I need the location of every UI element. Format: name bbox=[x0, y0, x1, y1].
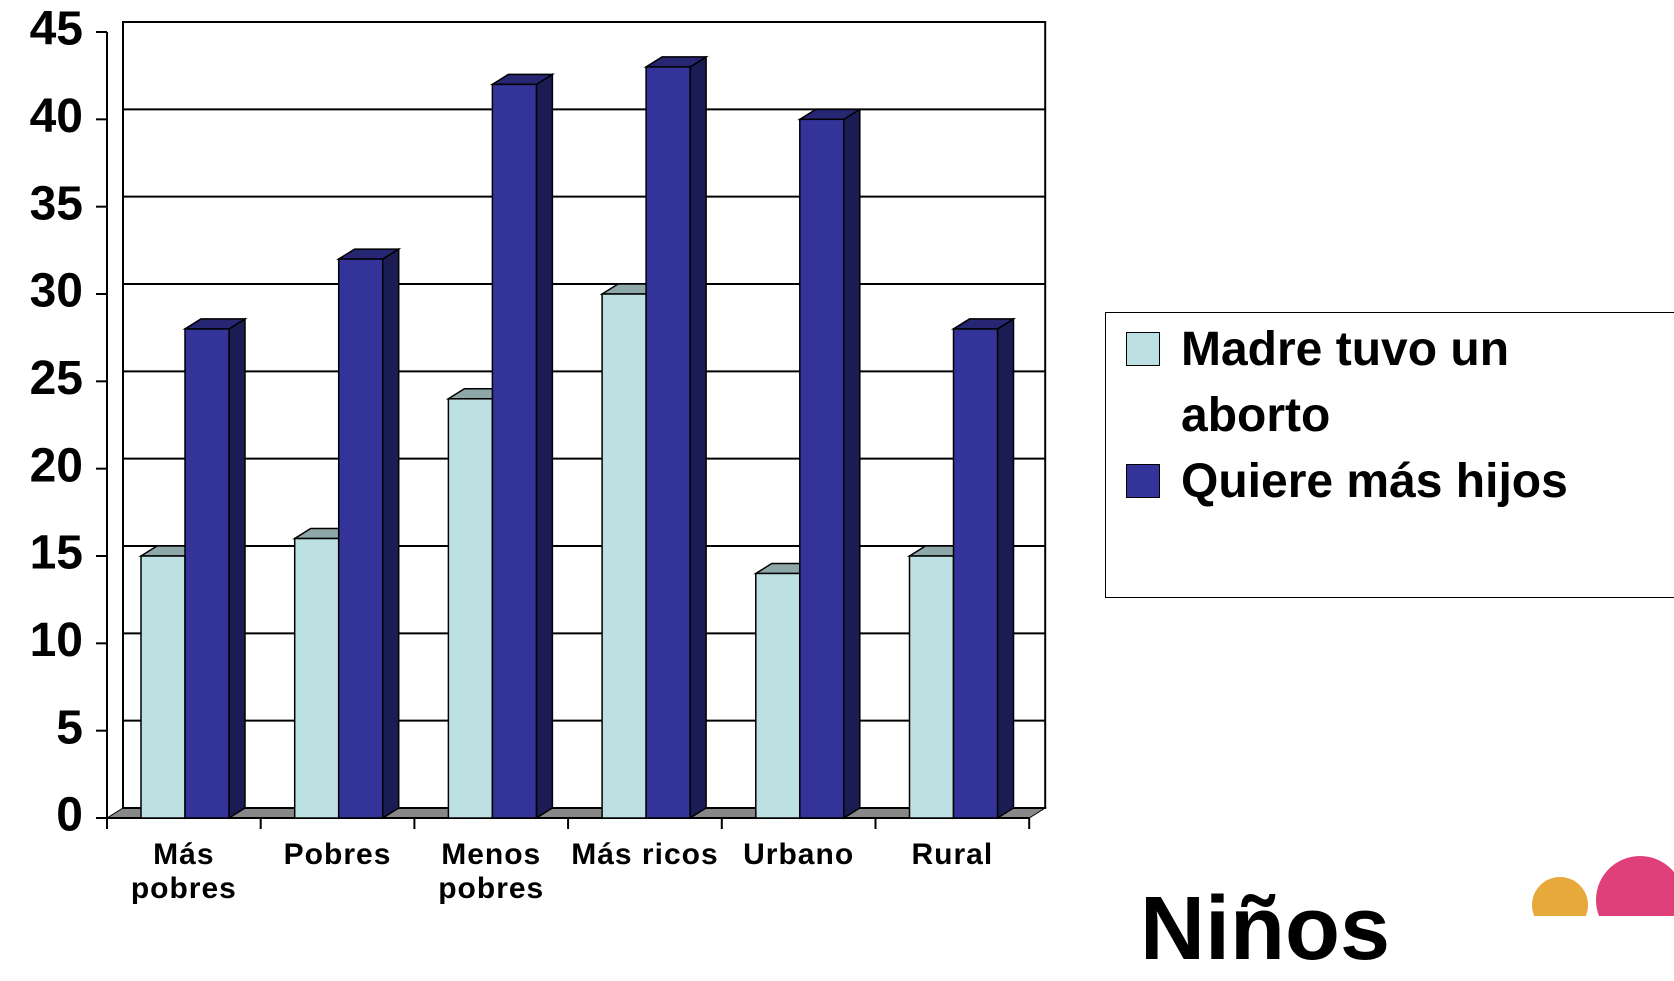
bar bbox=[755, 572, 801, 819]
x-tick-label: Más ricos bbox=[571, 838, 719, 871]
bar-side bbox=[381, 247, 400, 820]
bar-group bbox=[336, 247, 402, 820]
y-tick-label: 40 bbox=[30, 90, 83, 143]
legend-label: Madre tuvo un aborto bbox=[1181, 323, 1510, 442]
bar-side bbox=[689, 55, 707, 820]
y-tick-label: 5 bbox=[56, 701, 83, 754]
bar bbox=[293, 537, 340, 819]
bar bbox=[337, 258, 384, 819]
chart: 0 5 10 15 20 25 30 35 40 45 bbox=[30, 3, 1674, 916]
y-tick-label: 15 bbox=[30, 527, 83, 580]
bar-side bbox=[228, 317, 246, 820]
y-tick-label: 25 bbox=[30, 352, 83, 405]
bar-group bbox=[950, 317, 1017, 820]
bar-group bbox=[643, 55, 709, 820]
bar-group bbox=[489, 73, 556, 820]
y-tick-label: 10 bbox=[30, 614, 83, 667]
page: 0 5 10 15 20 25 30 35 40 45 Madre tuvo un aborto Q… bbox=[29, 2, 1674, 979]
legend-swatch bbox=[1126, 332, 1160, 366]
bar bbox=[952, 328, 999, 819]
bar bbox=[908, 555, 955, 819]
bar-group bbox=[797, 107, 863, 820]
bar bbox=[491, 83, 538, 819]
bar bbox=[645, 66, 691, 819]
x-tick-label: Menos pobres bbox=[438, 838, 545, 905]
y-tick-label: 0 bbox=[56, 789, 83, 842]
bar bbox=[601, 293, 647, 819]
x-tick-label: Más pobres bbox=[130, 838, 237, 905]
x-tick-label: Rural bbox=[911, 838, 994, 871]
legend: Madre tuvo un aborto Quiere más hijos bbox=[1105, 312, 1674, 598]
legend-label: Quiere más hijos bbox=[1181, 455, 1568, 508]
bar bbox=[799, 118, 845, 819]
legend-swatch bbox=[1126, 464, 1160, 498]
bar-side bbox=[843, 107, 861, 820]
back-wall bbox=[122, 21, 1047, 809]
bar-side bbox=[535, 73, 554, 820]
floor bbox=[105, 807, 1047, 819]
footer-text: Niños bbox=[1140, 879, 1391, 979]
bar bbox=[140, 555, 186, 819]
plot: 0 5 10 15 20 25 30 35 40 45 bbox=[30, 3, 1047, 842]
x-tick-label: Pobres bbox=[283, 838, 392, 871]
y-tick-label: 20 bbox=[30, 439, 83, 492]
bar bbox=[447, 398, 494, 819]
flower-decoration bbox=[1596, 856, 1674, 916]
bar bbox=[184, 328, 230, 819]
y-tick-label: 30 bbox=[30, 265, 83, 318]
bar-side bbox=[996, 317, 1015, 820]
flower-decoration bbox=[1532, 877, 1588, 916]
legend-item: Quiere más hijos bbox=[1126, 449, 1646, 515]
x-tick-label: Urbano bbox=[743, 838, 855, 871]
legend-item: Madre tuvo un aborto bbox=[1126, 317, 1646, 449]
y-tick-label: 35 bbox=[30, 177, 83, 230]
bar-group bbox=[182, 317, 248, 820]
y-tick-label: 45 bbox=[30, 3, 83, 56]
